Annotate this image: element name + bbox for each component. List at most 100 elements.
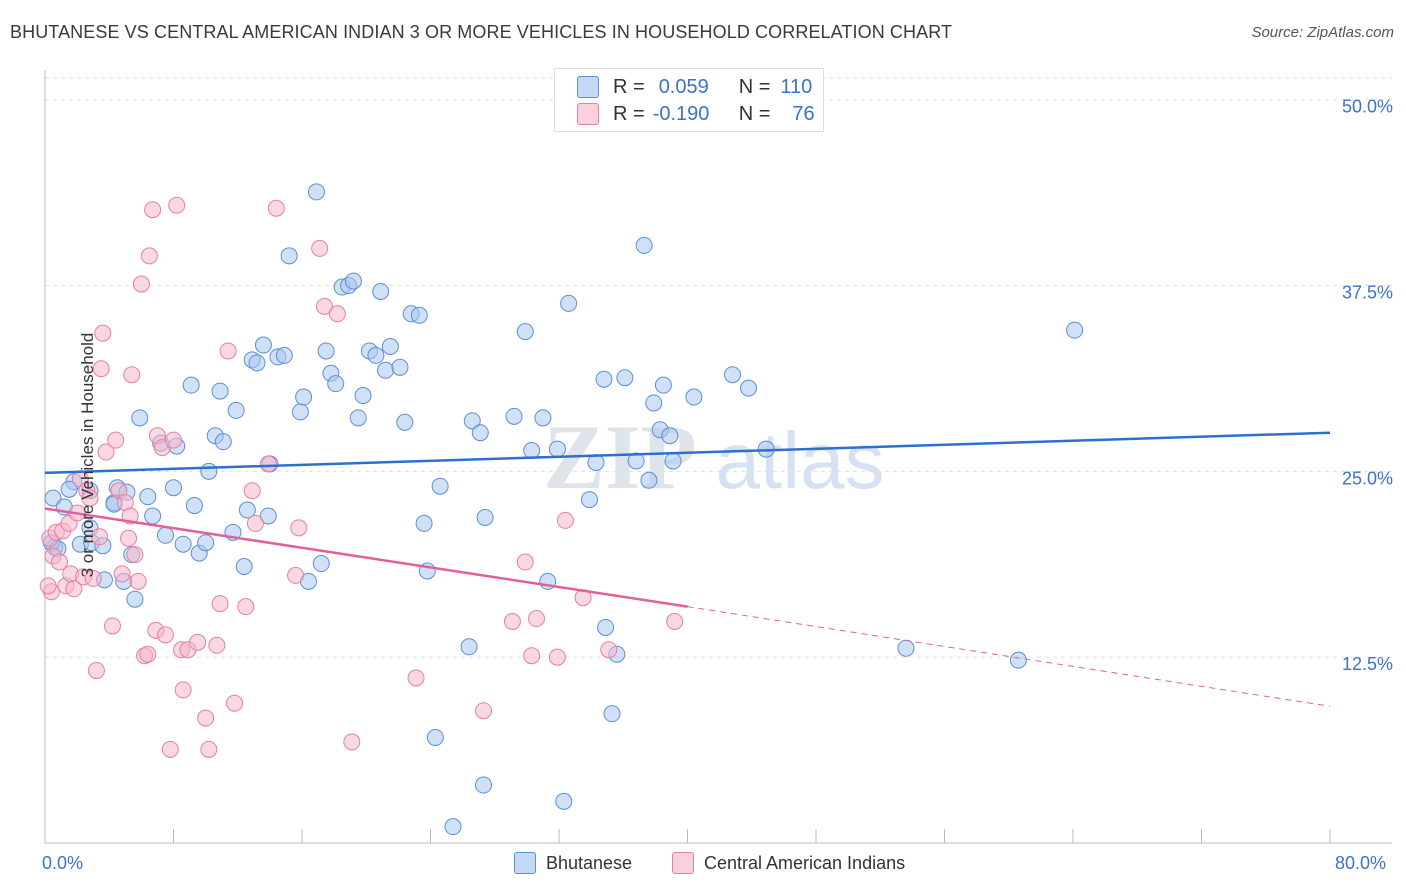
bhutanese-point [367,346,385,364]
bhutanese-point [581,491,599,509]
bhutanese-point [897,639,915,657]
bhutanese-point [534,409,552,427]
central-american-point [50,553,68,571]
bhutanese-point [259,507,277,525]
chart-title: BHUTANESE VS CENTRAL AMERICAN INDIAN 3 O… [10,22,953,42]
y-axis-title: 3 or more Vehicles in Household [78,332,97,578]
bhutanese-point [317,342,335,360]
bhutanese-point [182,376,200,394]
bhutanese-point [463,412,481,430]
bhutanese-point [211,382,229,400]
central-american-point [156,626,174,644]
bhutanese-point [505,407,523,425]
central-american-point [165,431,182,449]
central-american-point [528,610,546,628]
legend-swatch-central-american [577,103,599,125]
bhutanese-point [661,427,679,445]
central-american-trend-extension [687,606,1331,707]
bhutanese-point [723,366,741,384]
central-american-point [103,617,121,635]
central-american-point [140,247,158,265]
central-american-point [84,569,102,587]
bhutanese-point [471,424,489,442]
y-tick-label: 25.0% [1342,468,1393,488]
central-american-point [65,580,83,598]
bhutanese-point [372,282,390,300]
watermark-atlas: atlas [716,416,885,505]
bhutanese-point [391,358,409,376]
central-american-point [600,641,618,659]
central-american-point [475,702,493,720]
legend-row-bhutanese: R = 0.059 N = 110 [577,74,812,100]
bhutanese-point [410,306,428,324]
bhutanese-point [235,558,253,576]
central-american-point [92,360,110,378]
r-value-central-american: -0.190 [652,102,710,125]
trend-lines [44,431,1331,707]
bhutanese-point [635,236,653,254]
central-american-point [87,662,105,680]
central-american-point [174,681,192,699]
central-american-point [129,572,147,590]
n-value-bhutanese: 110 [780,75,813,98]
bhutanese-point [1066,321,1084,339]
axes [44,70,1392,844]
bhutanese-point [144,507,162,525]
central-american-point [328,305,346,323]
y-tick-label: 12.5% [1342,654,1393,674]
r-value-bhutanese: 0.059 [658,75,709,98]
central-american-point [211,595,229,613]
central-american-point [39,577,57,595]
central-american-point [197,709,215,727]
central-american-point [144,201,162,219]
central-american-point [123,366,141,384]
legend-item-central-american: Central American Indians [672,852,905,874]
central-american-point [126,546,144,564]
central-american-point [226,694,244,712]
bhutanese-point [523,442,541,460]
bhutanese-point [227,401,245,419]
bhutanese-point [275,346,293,364]
central-american-point [548,648,566,666]
central-american-point [139,645,157,663]
bhutanese-point [238,501,256,519]
central-american-point [246,514,264,532]
bhutanese-point [685,388,703,406]
bhutanese-point [44,489,62,507]
bhutanese-point [475,776,493,794]
bhutanese-point [139,488,157,506]
n-label: N = [738,75,771,98]
central-american-point [200,740,218,758]
bhutanese-point [248,354,266,372]
bhutanese-point [548,440,566,458]
bhutanese-point [295,388,313,406]
bhutanese-point [291,403,309,421]
x-tick-label-min: 0.0% [42,853,84,873]
bhutanese-point [156,526,174,544]
bhutanese-point [174,535,192,553]
bhutanese-point [327,375,345,393]
bhutanese-point [344,272,362,290]
n-value-central-american: 76 [792,102,815,125]
legend-swatch-bhutanese [514,852,536,874]
bhutanese-point [603,705,621,723]
bhutanese-point [597,618,615,636]
bhutanese-point [185,497,203,515]
central-american-point [120,529,138,547]
series-legend: Bhutanese Central American Indians [0,852,1406,876]
central-american-point [189,633,207,651]
bhutanese-point [377,361,395,379]
central-american-point [516,553,534,571]
bhutanese-trend-line [44,431,1331,475]
central-american-point [343,733,361,751]
bhutanese-point [555,792,573,810]
correlation-legend: R = 0.059 N = 110 R = -0.190 N = 76 [554,68,824,132]
bhutanese-point [1009,651,1027,669]
r-label: R = [613,75,645,98]
y-tick-label: 50.0% [1342,97,1393,117]
central-american-point [107,431,125,449]
bhutanese-point [312,555,330,573]
source-label: Source: ZipAtlas.com [1251,24,1394,41]
bhutanese-point [460,638,478,656]
